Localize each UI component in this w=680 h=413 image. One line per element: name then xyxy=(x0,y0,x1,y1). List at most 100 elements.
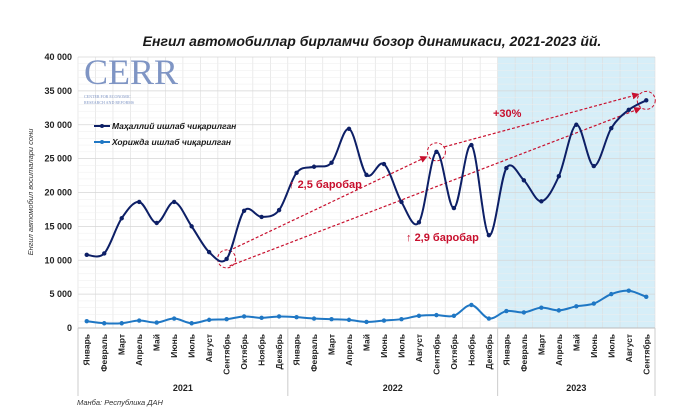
foreign-point xyxy=(329,316,334,322)
x-tick-label: Март xyxy=(536,334,546,355)
local-point xyxy=(119,216,124,221)
x-tick-label: Май xyxy=(362,334,372,351)
x-tick-label: Ноябрь xyxy=(466,334,476,366)
foreign-point xyxy=(224,316,229,322)
y-tick-label: 30 000 xyxy=(44,120,72,130)
x-tick-label: Май xyxy=(152,334,162,351)
cerr-logo: CERR CENTER FOR ECONOMIC RESEARCH AND RE… xyxy=(84,52,178,105)
local-point xyxy=(364,172,369,178)
foreign-point xyxy=(154,320,159,325)
y-tick-label: 10 000 xyxy=(44,255,72,265)
local-point xyxy=(329,160,334,165)
x-tick-label: Июнь xyxy=(169,334,179,358)
year-label: 2021 xyxy=(173,383,193,393)
svg-text:CERR: CERR xyxy=(84,52,178,92)
foreign-point xyxy=(364,319,369,325)
x-tick-label: Январь xyxy=(82,334,92,366)
foreign-point xyxy=(171,316,177,321)
foreign-point xyxy=(294,314,299,320)
y-tick-label: 5 000 xyxy=(49,289,72,299)
x-tick-label: Ноябрь xyxy=(257,334,267,366)
x-tick-label: Август xyxy=(204,334,214,362)
x-tick-label: Август xyxy=(624,334,634,362)
local-point xyxy=(171,199,177,205)
highlight-circle xyxy=(217,249,237,269)
x-tick-label: Апрель xyxy=(344,334,354,366)
x-tick-label: Июнь xyxy=(589,334,599,358)
foreign-point xyxy=(84,319,89,324)
local-point xyxy=(346,126,352,132)
x-tick-label: Август xyxy=(414,334,424,362)
x-tick-label: Январь xyxy=(501,334,511,366)
foreign-point xyxy=(469,302,474,308)
local-point xyxy=(294,170,299,176)
local-point xyxy=(521,178,527,183)
x-tick-label: Март xyxy=(327,334,337,355)
x-tick-label: Май xyxy=(571,334,581,351)
x-tick-label: Октябрь xyxy=(449,334,459,370)
legend-foreign: Хорижда ишлаб чиқарилган xyxy=(111,137,231,147)
x-tick-label: Март xyxy=(117,334,127,355)
arrow-2-5 xyxy=(228,156,428,252)
local-point xyxy=(609,125,614,131)
local-point xyxy=(626,107,631,113)
local-point xyxy=(556,174,562,179)
local-point xyxy=(154,220,159,226)
legend: Маҳаллий ишлаб чиқарилган Хорижда ишлаб … xyxy=(94,121,236,147)
x-tick-label: Апрель xyxy=(554,334,564,366)
local-point xyxy=(451,205,457,211)
annotation-2-5: ↑ 2,5 баробар xyxy=(289,179,362,191)
local-point xyxy=(381,161,387,167)
foreign-point xyxy=(346,317,352,323)
y-tick-label: 25 000 xyxy=(44,154,72,164)
y-tick-label: 15 000 xyxy=(44,221,72,231)
local-point xyxy=(434,149,439,155)
foreign-point xyxy=(556,308,562,313)
x-tick-label: Декабрь xyxy=(274,334,284,370)
x-tick-label: Октябрь xyxy=(239,334,249,370)
y-tick-label: 35 000 xyxy=(44,86,72,96)
local-point xyxy=(189,224,194,229)
arrow-30pct xyxy=(444,92,640,148)
foreign-point xyxy=(504,308,509,314)
y-tick-label: 20 000 xyxy=(44,188,72,198)
x-tick-label: Сентябрь xyxy=(641,334,651,375)
x-tick-label: Февраль xyxy=(309,334,319,372)
highlight-circle xyxy=(426,142,446,162)
foreign-point xyxy=(119,321,124,326)
foreign-point xyxy=(644,294,649,300)
foreign-point xyxy=(416,313,422,319)
local-point xyxy=(241,208,247,213)
local-point xyxy=(574,122,579,127)
local-point xyxy=(276,207,282,213)
local-point xyxy=(644,98,649,103)
annotation-30pct: +30% xyxy=(493,108,522,120)
foreign-point xyxy=(381,318,387,323)
x-tick-label: Сентябрь xyxy=(222,334,232,375)
foreign-point xyxy=(311,316,317,321)
x-tick-label: Июль xyxy=(606,334,616,358)
local-point xyxy=(469,142,474,148)
local-point xyxy=(206,249,212,255)
year-label: 2023 xyxy=(566,383,586,393)
local-point xyxy=(399,199,404,205)
local-point xyxy=(591,163,597,169)
chart-title: Енгил автомобиллар бирламчи бозор динами… xyxy=(143,33,602,49)
local-point xyxy=(224,256,229,262)
x-tick-label: Январь xyxy=(292,334,302,366)
y-axis-label: Енгил автомобил воситалари сони xyxy=(26,128,35,256)
x-tick-label: Декабрь xyxy=(484,334,494,370)
foreign-point xyxy=(102,321,107,326)
year-label: 2022 xyxy=(383,383,403,393)
local-point xyxy=(416,220,422,225)
foreign-point xyxy=(276,314,282,319)
svg-text:RESEARCH AND REFORMS: RESEARCH AND REFORMS xyxy=(84,100,134,105)
foreign-point xyxy=(451,313,457,319)
foreign-point xyxy=(189,321,194,326)
foreign-point xyxy=(434,312,439,318)
x-tick-label: Июнь xyxy=(379,334,389,358)
svg-text:CENTER FOR ECONOMIC: CENTER FOR ECONOMIC xyxy=(84,94,131,99)
annotation-2-9: ↑ 2,9 баробар xyxy=(406,232,479,244)
x-tick-label: Февраль xyxy=(519,334,529,372)
